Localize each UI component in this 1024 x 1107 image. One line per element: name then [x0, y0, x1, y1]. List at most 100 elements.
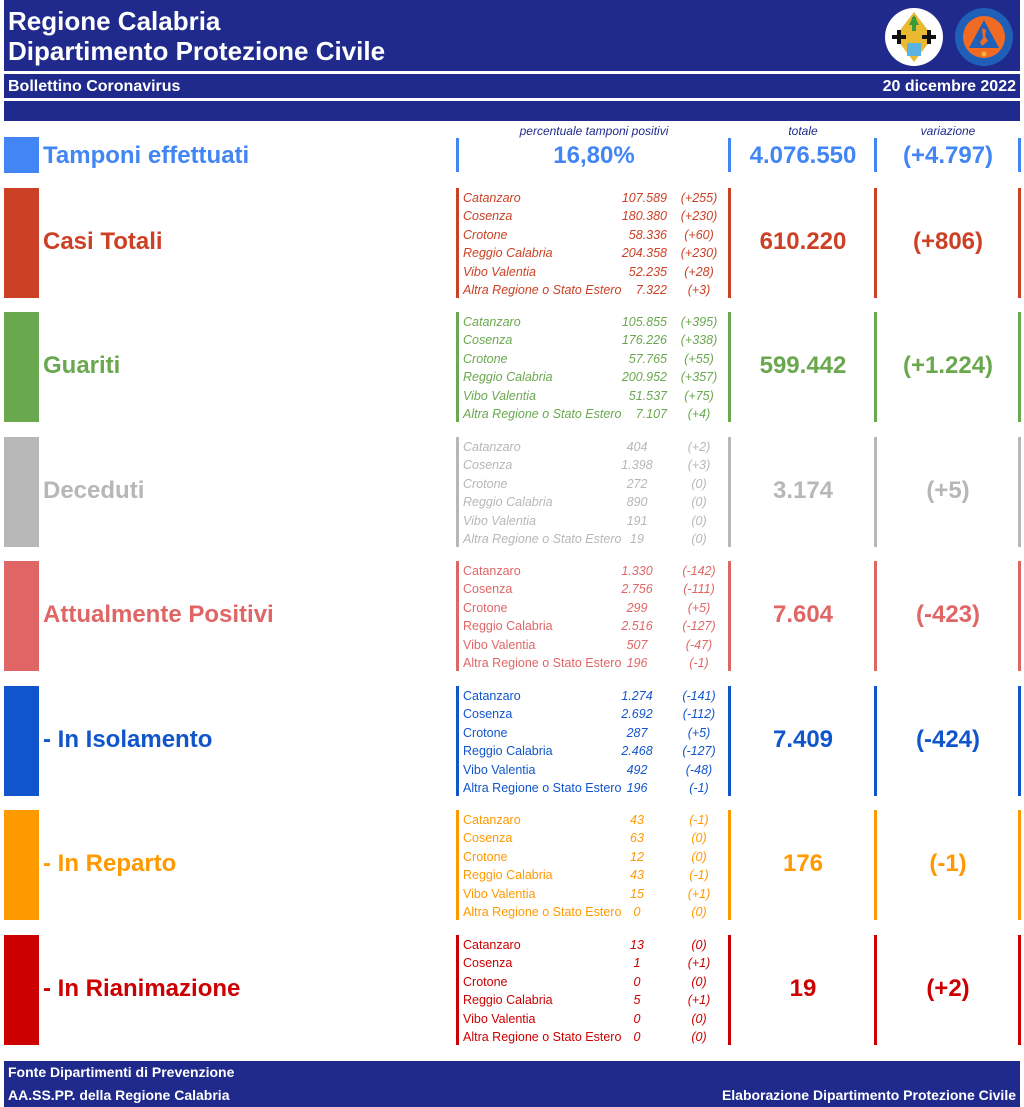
- province-value: 1.274: [621, 689, 653, 703]
- subtitle-bar: Bollettino Coronavirus 20 dicembre 2022: [4, 74, 1020, 98]
- province-value: 180.380: [621, 209, 667, 224]
- province-delta: (+2): [687, 440, 711, 454]
- province-delta: (-141): [682, 689, 716, 703]
- province-name: Catanzaro: [463, 689, 521, 703]
- divider: [728, 810, 731, 920]
- province-delta: (+395): [680, 315, 718, 329]
- province-row: Crotone 287 (+5): [463, 724, 725, 742]
- province-name: Reggio Calabria: [463, 246, 553, 261]
- section-color-swatch: [4, 437, 39, 547]
- section-total: 19: [789, 975, 817, 1002]
- province-list: Catanzaro 107.589 (+255) Cosenza 180.380 (+23…: [463, 189, 725, 299]
- section-total: 7.604: [772, 601, 834, 628]
- province-value: 43: [630, 868, 644, 883]
- divider: [1018, 138, 1021, 172]
- province-value: 63: [630, 831, 644, 846]
- section-row-6: - In Rianimazione Catanzaro 13 (0) Cosenza 1…: [0, 935, 1024, 1045]
- province-delta: (+3): [687, 458, 711, 473]
- tamponi-color-swatch: [4, 137, 39, 173]
- province-name: Cosenza: [463, 333, 513, 348]
- section-color-swatch: [4, 188, 39, 298]
- province-row: Altra Regione o Stato Estero 19 (0): [463, 530, 725, 548]
- province-row: Reggio Calabria 200.952 (+357): [463, 368, 725, 386]
- province-row: Reggio Calabria 204.358 (+230): [463, 244, 725, 262]
- divider: [874, 810, 877, 920]
- province-value: 204.358: [621, 246, 667, 261]
- province-delta: (-1): [689, 813, 709, 827]
- section-label: Guariti: [43, 352, 121, 379]
- province-value: 176.226: [621, 333, 667, 348]
- province-delta: (0): [691, 938, 707, 952]
- province-list: Catanzaro 404 (+2) Cosenza 1.398 (+3) Crotone 2…: [463, 438, 725, 548]
- province-delta: (-111): [683, 582, 715, 597]
- province-name: Reggio Calabria: [463, 495, 553, 510]
- header-band: [4, 101, 1020, 121]
- province-row: Crotone 12 (0): [463, 848, 725, 866]
- province-row: Reggio Calabria 890 (0): [463, 493, 725, 511]
- province-delta: (+3): [687, 282, 711, 297]
- divider: [1018, 188, 1021, 298]
- section-label: - In Isolamento: [43, 726, 213, 753]
- province-value: 0: [633, 1011, 641, 1026]
- section-color-swatch: [4, 935, 39, 1045]
- section-total: 3.174: [772, 477, 834, 504]
- divider: [728, 312, 731, 422]
- province-value: 890: [626, 495, 648, 510]
- divider: [874, 561, 877, 671]
- province-name: Crotone: [463, 849, 508, 864]
- province-value: 7.322: [635, 282, 667, 297]
- province-value: 7.107: [635, 406, 667, 421]
- province-name: Cosenza: [463, 458, 513, 473]
- province-delta: (-1): [689, 868, 709, 883]
- tamponi-row: Tamponi effettuati 16,80% 4.076.550 (+4.…: [0, 137, 1024, 173]
- province-value: 0: [633, 974, 641, 989]
- province-delta: (0): [691, 974, 707, 989]
- province-row: Altra Regione o Stato Estero 7.322 (+3): [463, 281, 725, 299]
- province-row: Cosenza 180.380 (+230): [463, 207, 725, 225]
- divider: [1018, 686, 1021, 796]
- divider: [728, 188, 731, 298]
- section-variation: (+1.224): [902, 352, 994, 379]
- province-name: Vibo Valentia: [463, 1011, 536, 1026]
- province-row: Catanzaro 404 (+2): [463, 438, 725, 456]
- column-header-total: totale: [788, 124, 818, 138]
- province-row: Reggio Calabria 43 (-1): [463, 866, 725, 884]
- province-row: Reggio Calabria 2.468 (-127): [463, 742, 725, 760]
- section-label: Casi Totali: [43, 228, 163, 255]
- province-value: 52.235: [628, 264, 667, 279]
- province-value: 196: [626, 655, 648, 670]
- province-value: 200.952: [621, 370, 667, 385]
- section-variation: (-424): [915, 726, 981, 753]
- province-name: Vibo Valentia: [463, 762, 536, 777]
- province-value: 105.855: [621, 315, 667, 329]
- section-label: - In Reparto: [43, 850, 177, 877]
- section-color-swatch: [4, 686, 39, 796]
- divider: [456, 686, 459, 796]
- province-name: Reggio Calabria: [463, 868, 553, 883]
- province-row: Altra Regione o Stato Estero 7.107 (+4): [463, 405, 725, 423]
- province-name: Cosenza: [463, 956, 513, 971]
- section-variation: (-1): [929, 850, 967, 877]
- header-banner: [4, 0, 1020, 71]
- column-header-percent: percentuale tamponi positivi: [519, 124, 669, 138]
- province-name: Cosenza: [463, 209, 513, 224]
- province-row: Cosenza 63 (0): [463, 829, 725, 847]
- province-row: Crotone 57.765 (+55): [463, 350, 725, 368]
- province-delta: (0): [691, 849, 707, 864]
- province-row: Vibo Valentia 51.537 (+75): [463, 387, 725, 405]
- divider: [874, 312, 877, 422]
- province-name: Cosenza: [463, 582, 513, 597]
- section-variation: (+806): [912, 228, 984, 255]
- divider: [1018, 312, 1021, 422]
- province-name: Vibo Valentia: [463, 264, 536, 279]
- province-delta: (+338): [680, 333, 718, 348]
- province-row: Cosenza 1 (+1): [463, 954, 725, 972]
- province-name: Vibo Valentia: [463, 388, 536, 403]
- section-total: 176: [782, 850, 824, 877]
- province-list: Catanzaro 105.855 (+395) Cosenza 176.226 (+33…: [463, 313, 725, 423]
- divider: [1018, 935, 1021, 1045]
- tamponi-variation: (+4.797): [902, 142, 994, 169]
- province-name: Crotone: [463, 974, 508, 989]
- header-divider: [4, 71, 1020, 74]
- province-name: Vibo Valentia: [463, 637, 536, 652]
